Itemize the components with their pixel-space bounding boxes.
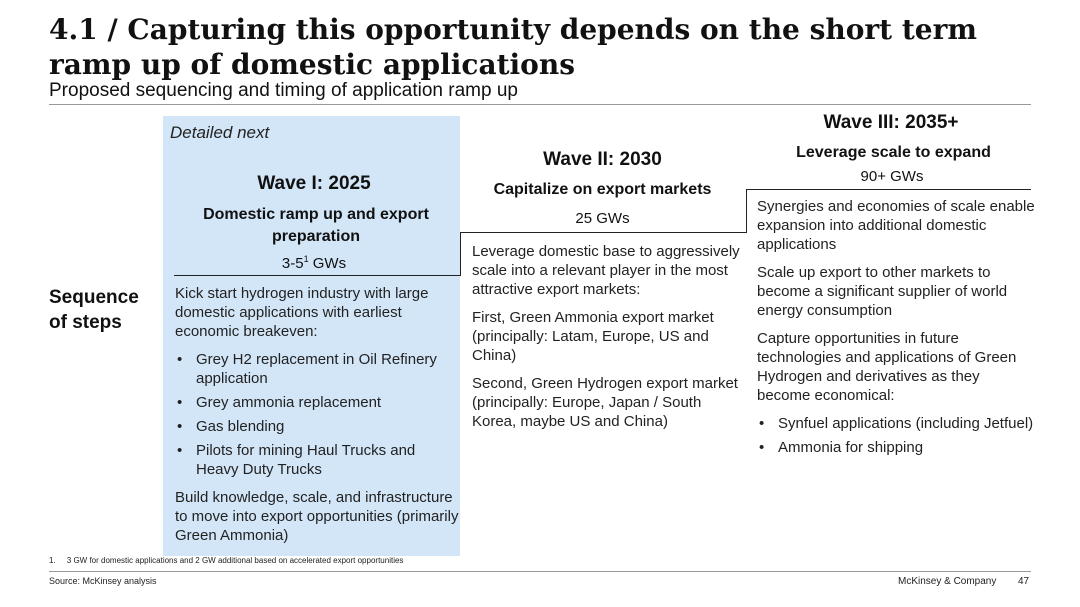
wave1-intro: Kick start hydrogen industry with large …	[175, 285, 429, 340]
list-item: Pilots for mining Haul Trucks and Heavy …	[175, 441, 460, 479]
wave1-step-line	[174, 275, 460, 276]
step-riser-2	[746, 189, 747, 233]
wave1-subtitle: Domestic ramp up and export preparation	[203, 206, 429, 245]
wave2-paragraph: First, Green Ammonia export market (prin…	[472, 309, 714, 364]
sequence-of-steps-label: Sequence of steps	[49, 287, 139, 333]
slide-subtitle: Proposed sequencing and timing of applic…	[49, 80, 518, 101]
footnote: 1. 3 GW for domestic applications and 2 …	[49, 556, 404, 565]
wave1-body: Kick start hydrogen industry with large …	[175, 284, 460, 554]
title-divider	[49, 104, 1031, 105]
wave3-step-line	[746, 189, 1031, 190]
wave2-paragraph: Second, Green Hydrogen export market (pr…	[472, 375, 738, 430]
wave3-paragraph: Capture opportunities in future technolo…	[757, 330, 1017, 404]
wave1-highlight-panel	[163, 116, 460, 556]
wave3-paragraph: Synergies and economies of scale enable …	[757, 198, 1035, 253]
wave2-title: Wave II: 2030	[543, 149, 662, 170]
wave1-bullet-list: Grey H2 replacement in Oil Refinery appl…	[175, 350, 460, 479]
wave2-subtitle: Capitalize on export markets	[493, 181, 712, 198]
list-item: Synfuel applications (including Jetfuel)	[757, 414, 1037, 433]
slide-title: 4.1 / Capturing this opportunity depends…	[49, 13, 977, 81]
company-name: McKinsey & Company	[898, 576, 997, 587]
wave3-body: Synergies and economies of scale enable …	[757, 197, 1037, 466]
wave3-bullet-list: Synfuel applications (including Jetfuel)…	[757, 414, 1037, 457]
step-riser-1	[460, 232, 461, 276]
list-item: Grey H2 replacement in Oil Refinery appl…	[175, 350, 460, 388]
footer-divider	[49, 571, 1031, 572]
list-item: Grey ammonia replacement	[175, 393, 460, 412]
wave2-body: Leverage domestic base to aggressively s…	[472, 242, 742, 440]
detailed-next-tag: Detailed next	[170, 123, 270, 142]
page-number: 47	[1018, 576, 1030, 587]
wave1-capacity: 3-51 GWs	[281, 254, 347, 272]
wave2-step-line	[460, 232, 746, 233]
wave1-title: Wave I: 2025	[257, 173, 371, 194]
wave3-paragraph: Scale up export to other markets to beco…	[757, 264, 1008, 319]
source-note: Source: McKinsey analysis	[49, 576, 157, 586]
wave2-paragraph: Leverage domestic base to aggressively s…	[472, 243, 740, 298]
wave2-capacity: 25 GWs	[575, 210, 630, 227]
wave3-title: Wave III: 2035+	[823, 112, 959, 133]
wave3-capacity: 90+ GWs	[860, 168, 924, 185]
list-item: Gas blending	[175, 417, 460, 436]
list-item: Ammonia for shipping	[757, 438, 1037, 457]
wave3-subtitle: Leverage scale to expand	[796, 144, 991, 161]
wave1-outro: Build knowledge, scale, and infrastructu…	[175, 489, 459, 544]
